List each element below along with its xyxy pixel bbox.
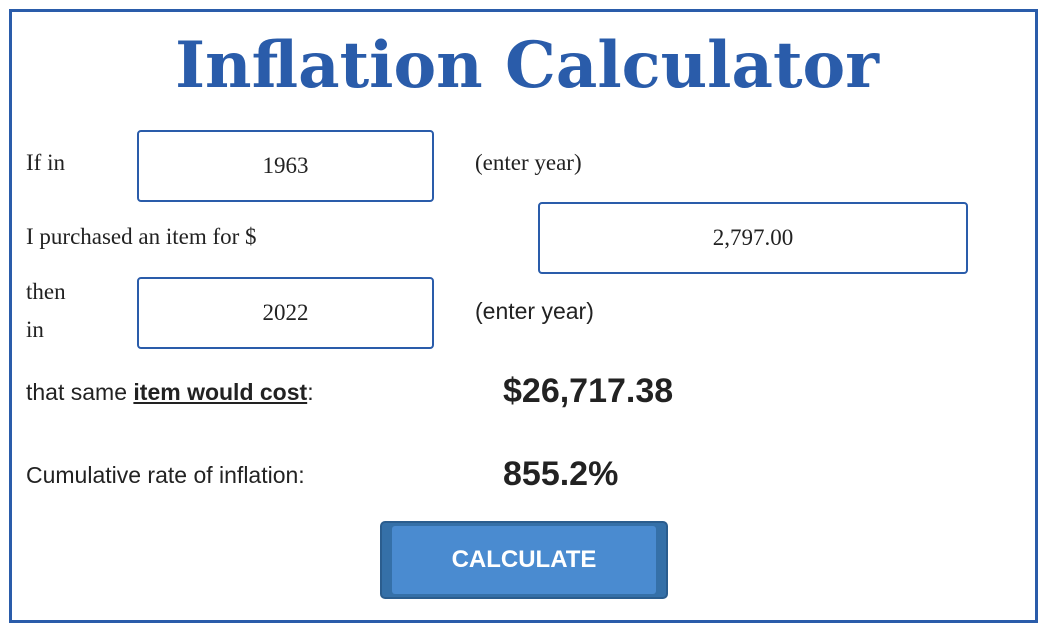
end-year-input[interactable] [137, 277, 434, 349]
end-year-hint: (enter year) [475, 298, 594, 324]
start-year-input[interactable] [137, 130, 434, 202]
inflation-label: Cumulative rate of inflation: [26, 462, 305, 488]
amount-label: I purchased an item for $ [26, 224, 257, 249]
calculate-button-label: CALCULATE [392, 526, 656, 594]
start-year-label: If in [26, 150, 65, 175]
item-would-cost-link[interactable]: item would cost [133, 379, 308, 405]
end-year-label-line1: then [26, 279, 66, 304]
result-label: that same item would cost: [26, 379, 314, 406]
amount-input[interactable] [538, 202, 968, 274]
start-year-hint: (enter year) [475, 150, 582, 175]
result-label-prefix: that same [26, 379, 134, 405]
result-value: $26,717.38 [503, 372, 674, 410]
end-year-label-line2: in [26, 317, 44, 342]
result-label-suffix: : [307, 379, 314, 405]
calculator-frame [9, 9, 1038, 623]
inflation-value: 855.2% [503, 455, 619, 493]
calculate-button[interactable]: CALCULATE [380, 521, 668, 599]
page-title: Inflation Calculator [175, 28, 879, 103]
